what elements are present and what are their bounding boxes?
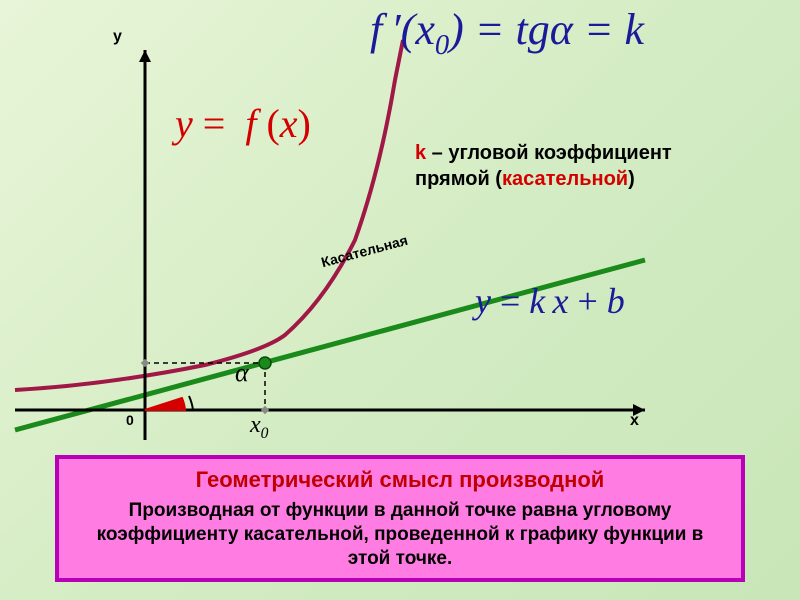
x0-x: x [250, 412, 261, 438]
origin-label: 0 [126, 412, 134, 428]
y-axis-arrow [139, 50, 151, 62]
tangent-point [259, 357, 271, 369]
alpha-label: α [235, 358, 249, 388]
formula-fx: y = f (x) [175, 100, 311, 147]
k-text1: – угловой коэффициент [426, 142, 672, 164]
x0-label: x0 [250, 412, 268, 443]
function-curve [15, 40, 403, 390]
angle-arc [145, 398, 185, 410]
k-text2: прямой ( [415, 168, 502, 190]
k-caption: k – угловой коэффициент прямой (касатель… [415, 140, 672, 192]
dash-marker [141, 359, 149, 367]
x-axis-label: х [630, 412, 639, 430]
line-equation: y = k x + b [475, 280, 625, 322]
info-box: Геометрический смысл производной Произво… [55, 455, 745, 582]
x0-sub: 0 [261, 425, 269, 442]
k-tangent-word: касательной [502, 168, 628, 190]
info-body: Производная от функции в данной точке ра… [79, 499, 721, 570]
y-axis-label: у [113, 28, 122, 46]
angle-arc-outline [189, 396, 193, 410]
info-title: Геометрический смысл производной [79, 467, 721, 493]
k-text3: ) [628, 168, 635, 190]
formula-derivative: f ′(x0) = tgα = k [370, 4, 644, 62]
k-letter: k [415, 142, 426, 164]
